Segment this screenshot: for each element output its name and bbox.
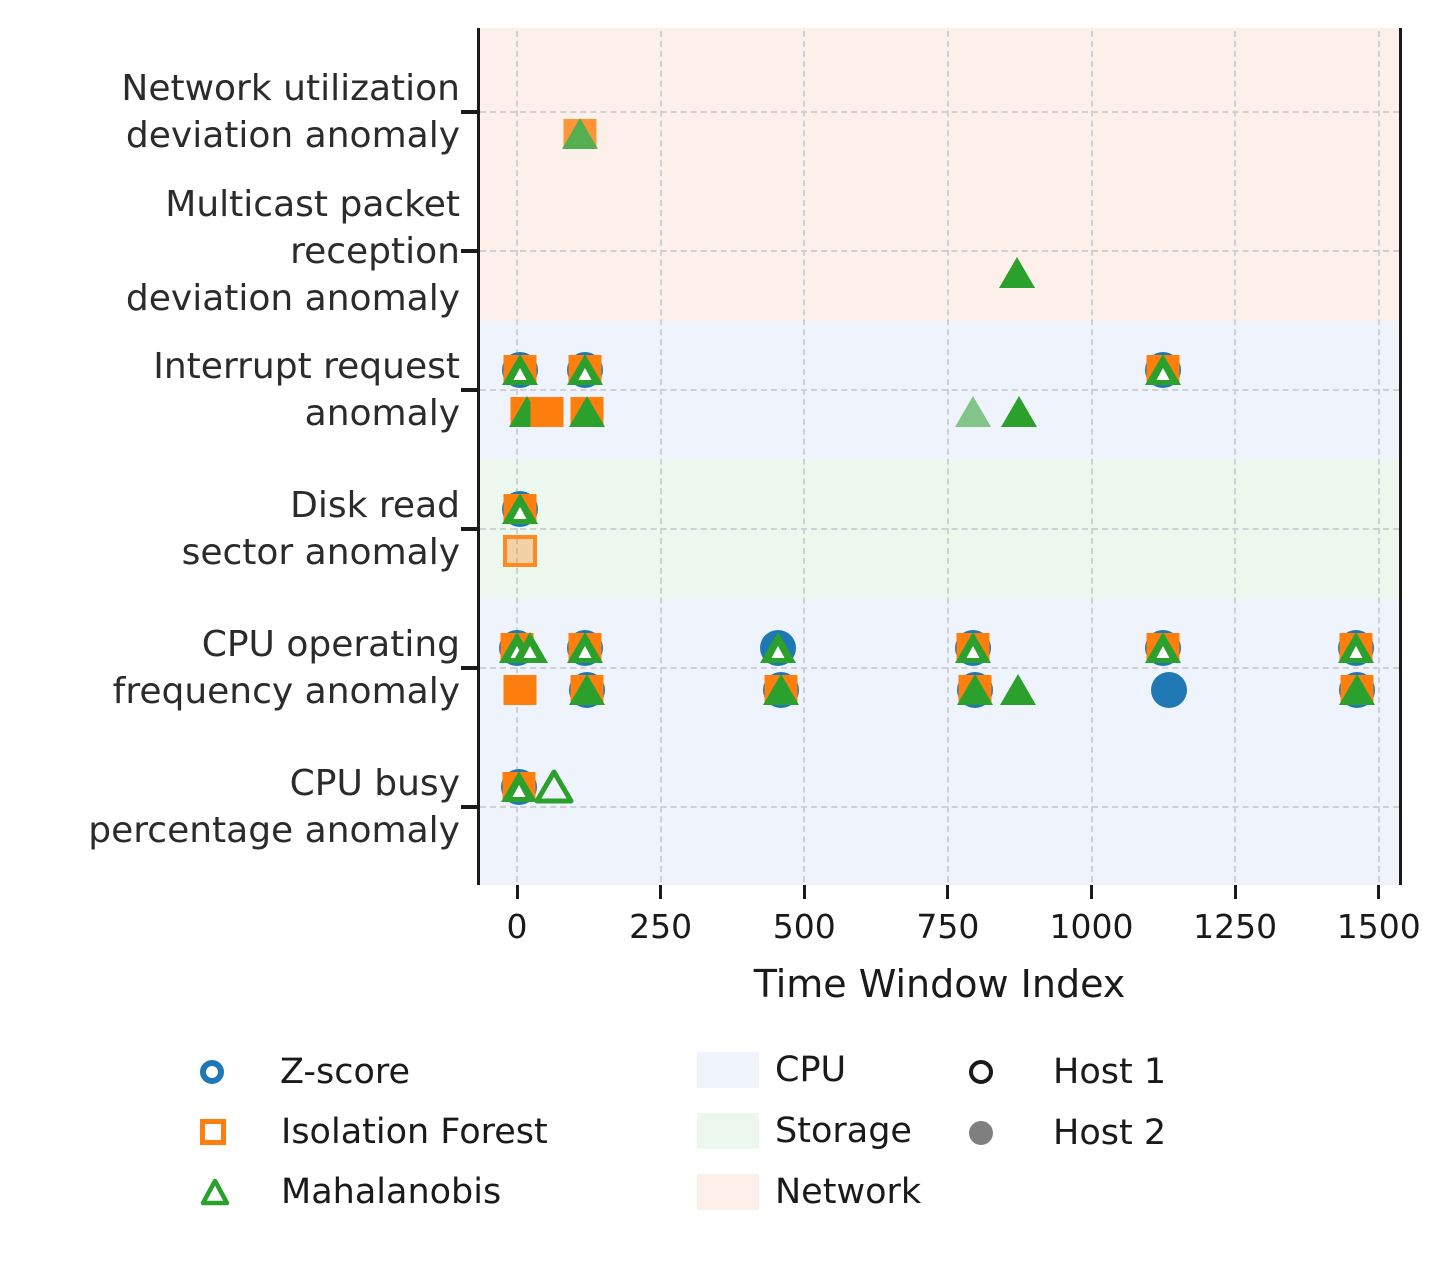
anomaly-marker — [1148, 671, 1190, 709]
legend-detector-mh-label: Mahalanobis — [281, 1172, 502, 1212]
anomaly-marker — [997, 671, 1039, 709]
y-tick-label: CPU busy percentage anomaly — [88, 763, 460, 851]
x-tick-mark — [1377, 885, 1381, 899]
x-tick-label: 750 — [916, 907, 980, 946]
y-tick-mark — [461, 388, 477, 392]
anomaly-marker — [509, 629, 551, 667]
anomaly-marker — [954, 671, 996, 709]
anomaly-marker — [533, 768, 575, 806]
gridline-vertical — [946, 31, 949, 882]
x-tick-mark — [1233, 885, 1237, 899]
legend-resource-network: Network — [697, 1170, 921, 1214]
anomaly-marker — [996, 254, 1038, 292]
y-tick-label: Interrupt request anomaly — [153, 346, 460, 434]
z-score-marker-icon — [200, 1060, 224, 1084]
legend-detector-mh: Mahalanobis — [200, 1170, 501, 1214]
legend-resource-cpu: CPU — [697, 1048, 846, 1092]
gridline-vertical — [516, 31, 518, 882]
gridline-horizontal — [480, 528, 1399, 530]
legend-resource-storage-label: Storage — [775, 1111, 912, 1151]
y-tick-label: Network utilization deviation anomaly — [121, 68, 460, 156]
anomaly-marker — [952, 393, 994, 431]
x-tick-label: 1000 — [1049, 907, 1134, 946]
gridline-vertical — [659, 31, 662, 882]
legend-resource-cpu-label: CPU — [775, 1050, 847, 1090]
band-cpu — [480, 598, 1399, 885]
x-tick-mark — [802, 885, 806, 899]
anomaly-marker — [1336, 671, 1378, 709]
x-tick-mark — [515, 885, 519, 899]
x-tick-label: 1500 — [1336, 907, 1421, 946]
gridline-horizontal — [480, 806, 1399, 808]
mahalanobis-marker-icon — [200, 1178, 230, 1206]
legend-host-2: Host 2 — [969, 1111, 1166, 1155]
x-tick-label: 0 — [506, 907, 528, 946]
anomaly-marker — [564, 629, 606, 667]
anomaly-marker — [499, 671, 541, 709]
anomaly-marker — [1335, 629, 1377, 667]
cpu-band-swatch — [697, 1052, 759, 1088]
band-network — [480, 28, 1399, 321]
y-tick-label: Disk read sector anomaly — [181, 485, 460, 573]
anomaly-marker — [757, 629, 799, 667]
y-tick-mark — [461, 249, 477, 253]
anomaly-marker — [566, 671, 608, 709]
network-band-swatch — [697, 1174, 759, 1210]
legend-detector-if-label: Isolation Forest — [281, 1112, 548, 1152]
gridline-vertical — [1377, 31, 1380, 882]
legend-detector-z-label: Z-score — [280, 1052, 411, 1092]
x-tick-mark — [659, 885, 663, 899]
y-tick-mark — [461, 527, 477, 531]
anomaly-marker — [499, 532, 541, 570]
anomaly-marker — [566, 393, 608, 431]
y-tick-label: CPU operating frequency anomaly — [112, 624, 460, 712]
anomaly-marker — [1142, 351, 1184, 389]
gridline-horizontal — [480, 111, 1399, 113]
isolation-forest-marker-icon — [200, 1119, 226, 1145]
x-axis-title: Time Window Index — [753, 962, 1126, 1006]
gridline-vertical — [1090, 31, 1093, 882]
anomaly-marker — [998, 393, 1040, 431]
x-tick-mark — [1090, 885, 1093, 899]
x-tick-label: 1250 — [1193, 907, 1278, 946]
legend-detector-z: Z-score — [200, 1050, 410, 1094]
y-tick-mark — [461, 805, 477, 809]
y-tick-mark — [461, 666, 477, 670]
x-tick-label: 250 — [629, 907, 693, 946]
anomaly-marker — [498, 768, 540, 806]
anomaly-marker — [1142, 629, 1184, 667]
legend-host-2-label: Host 2 — [1053, 1113, 1167, 1153]
anomaly-marker — [499, 351, 541, 389]
y-tick-label: Multicast packet reception deviation ano… — [125, 183, 460, 319]
anomaly-marker — [499, 490, 541, 528]
gridline-horizontal — [480, 250, 1399, 252]
y-tick-mark — [461, 110, 477, 114]
storage-band-swatch — [697, 1113, 759, 1149]
legend-resource-storage: Storage — [697, 1109, 912, 1153]
gridline-horizontal — [480, 667, 1399, 669]
legend-host-1: Host 1 — [969, 1050, 1166, 1094]
legend-host-1-label: Host 1 — [1053, 1052, 1167, 1092]
x-tick-mark — [946, 885, 950, 899]
anomaly-marker — [760, 671, 802, 709]
x-tick-label: 500 — [772, 907, 836, 946]
gridline-vertical — [803, 31, 806, 882]
anomaly-marker — [526, 393, 568, 431]
plot-area — [477, 28, 1402, 885]
anomaly-marker — [559, 115, 601, 153]
legend-resource-network-label: Network — [775, 1172, 922, 1212]
host-2-marker-icon — [969, 1121, 993, 1145]
gridline-vertical — [1234, 31, 1237, 882]
gridline-horizontal — [480, 389, 1399, 391]
anomaly-marker — [564, 351, 606, 389]
anomaly-marker — [952, 629, 994, 667]
host-1-marker-icon — [969, 1060, 993, 1084]
legend-detector-if: Isolation Forest — [200, 1110, 548, 1154]
